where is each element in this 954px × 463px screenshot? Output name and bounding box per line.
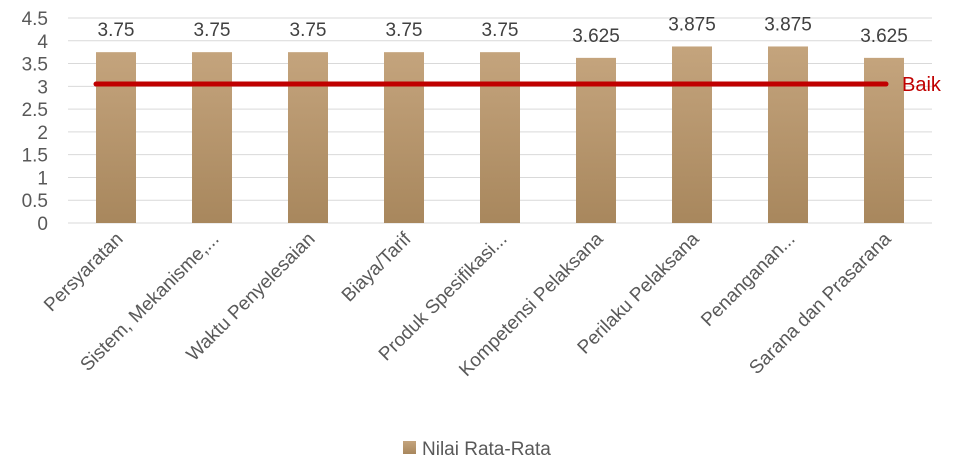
data-label: 3.75 xyxy=(290,20,327,41)
data-label: 3.625 xyxy=(572,26,620,47)
bar xyxy=(480,52,520,223)
y-tick-label: 2 xyxy=(37,123,48,144)
bar xyxy=(288,52,328,223)
bar xyxy=(672,46,712,223)
bars xyxy=(96,46,904,223)
reference-line-group: Baik xyxy=(93,74,942,96)
data-label: 3.75 xyxy=(98,20,135,41)
data-label: 3.875 xyxy=(668,14,716,35)
bar xyxy=(384,52,424,223)
x-tick-label: Persyaratan xyxy=(40,229,127,316)
y-tick-label: 1.5 xyxy=(22,146,48,167)
y-tick-label: 4 xyxy=(37,32,48,53)
x-tick-label: Penanganan... xyxy=(697,229,799,331)
reference-line-label: Baik xyxy=(902,74,942,96)
data-labels: 3.75 3.75 3.75 3.75 3.75 3.625 3.875 3.875 3.625 xyxy=(98,14,908,46)
bar xyxy=(96,52,136,223)
data-label: 3.75 xyxy=(482,20,519,41)
x-tick-label: Biaya/Tarif xyxy=(338,228,416,306)
data-label: 3.75 xyxy=(194,20,231,41)
data-label: 3.625 xyxy=(860,26,908,47)
data-label: 3.75 xyxy=(386,20,423,41)
legend-label: Nilai Rata-Rata xyxy=(422,439,551,460)
legend: Nilai Rata-Rata xyxy=(403,439,551,460)
y-tick-label: 1 xyxy=(37,168,48,189)
y-tick-label: 3.5 xyxy=(22,55,48,76)
y-tick-label: 2.5 xyxy=(22,100,48,121)
bar xyxy=(192,52,232,223)
legend-swatch xyxy=(403,441,416,454)
data-label: 3.875 xyxy=(764,14,812,35)
y-tick-label: 0 xyxy=(37,214,48,235)
y-tick-label: 4.5 xyxy=(22,9,48,30)
y-tick-label: 0.5 xyxy=(22,191,48,212)
bar xyxy=(768,46,808,223)
y-axis-ticks: 00.511.522.533.544.5 xyxy=(22,9,49,235)
y-tick-label: 3 xyxy=(37,77,48,98)
